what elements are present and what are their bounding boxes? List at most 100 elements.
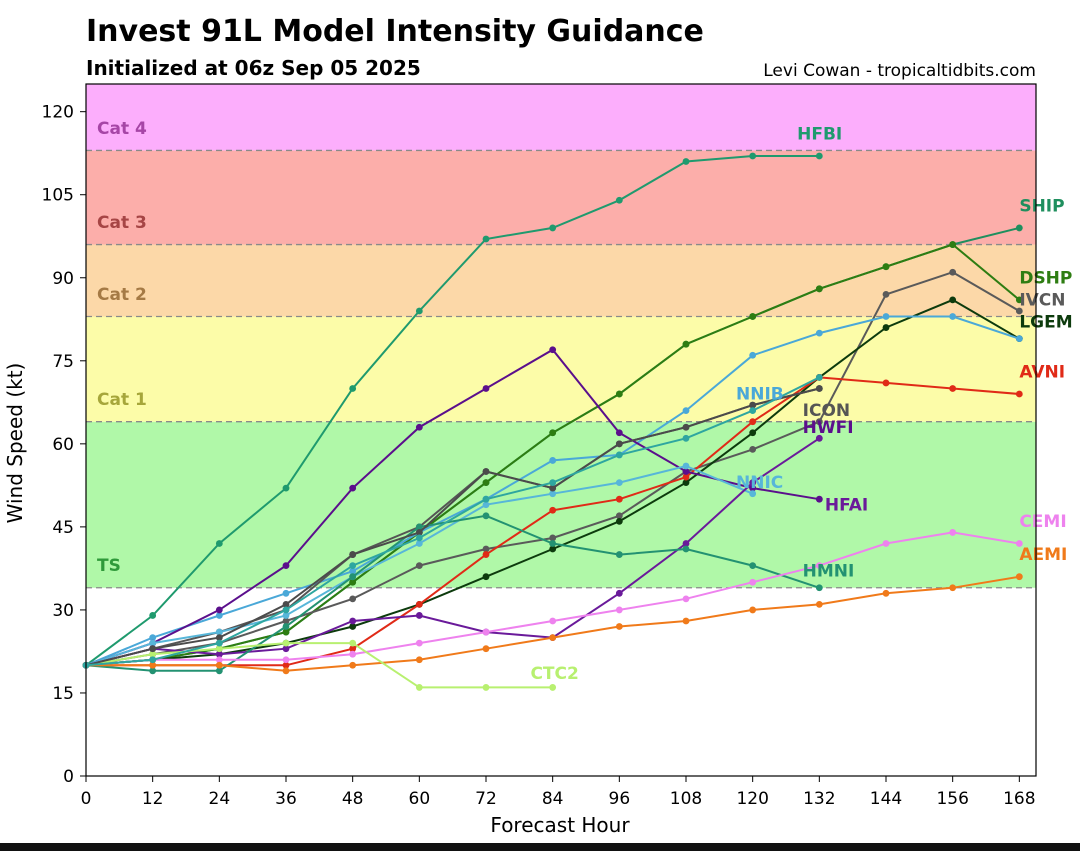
- data-point-CEMI: [482, 628, 490, 636]
- data-point-HMNI: [615, 551, 623, 558]
- series-line-HFAI: [85, 437, 820, 667]
- series-line-15: [85, 387, 820, 667]
- band-4: [86, 84, 1036, 151]
- data-point-CTC2: [549, 684, 557, 691]
- data-point-HWFI: [482, 385, 490, 392]
- data-point-NNIB: [149, 634, 157, 641]
- data-point-HMNI: [349, 573, 357, 581]
- x-tick-label: 96: [609, 789, 631, 809]
- chart-subtitle: Initialized at 06z Sep 05 2025: [86, 56, 421, 80]
- data-point-IVCN: [1015, 307, 1023, 315]
- band-label-2: Cat 2: [97, 285, 147, 305]
- data-point-NNIC: [482, 501, 490, 509]
- band-0: [86, 421, 1036, 588]
- data-point-CEMI: [1015, 540, 1023, 547]
- chart-credit: Levi Cowan - tropicaltidbits.com: [763, 61, 1036, 81]
- series-label-IVCN: IVCN: [1019, 290, 1065, 310]
- x-tick-label: 24: [209, 789, 231, 809]
- x-tick-label: 72: [475, 789, 497, 809]
- series-label-NNIB: NNIB: [736, 385, 784, 405]
- data-point-AVNI: [415, 600, 423, 608]
- data-point-DSHP: [682, 340, 690, 348]
- data-point-LGEM: [949, 296, 957, 304]
- data-point-16: [215, 639, 223, 647]
- data-point-AEMI: [349, 661, 357, 669]
- data-point-HMNI: [815, 584, 823, 592]
- data-point-AVNI: [549, 506, 557, 514]
- data-point-HMNI: [482, 512, 490, 520]
- data-point-IVCN: [615, 512, 623, 520]
- series-label-AEMI: AEMI: [1019, 545, 1067, 565]
- data-point-DSHP: [482, 479, 490, 486]
- data-point-15: [615, 440, 623, 448]
- data-point-AEMI: [682, 617, 690, 625]
- data-point-CEMI: [415, 639, 423, 647]
- series-label-HWFI: HWFI: [803, 418, 854, 438]
- data-point-AEMI: [615, 623, 623, 630]
- data-point-NNIB: [882, 313, 890, 320]
- series-label-CEMI: CEMI: [1019, 512, 1066, 532]
- x-tick-label: 48: [342, 789, 364, 809]
- series-label-HFAI: HFAI: [825, 495, 868, 515]
- data-point-CTC2: [215, 645, 223, 653]
- data-point-AVNI: [682, 473, 690, 481]
- data-point-LGEM: [882, 324, 890, 331]
- data-point-15: [815, 385, 823, 392]
- series-label-CTC2: CTC2: [530, 664, 578, 684]
- x-tick-label: 144: [870, 789, 902, 809]
- data-point-HFAI: [215, 650, 223, 658]
- data-point-IVCN: [882, 290, 890, 298]
- data-point-16: [349, 562, 357, 570]
- data-point-AVNI: [282, 661, 290, 669]
- data-point-DSHP: [882, 263, 890, 271]
- data-point-16: [415, 534, 423, 542]
- data-point-AEMI: [949, 584, 957, 592]
- data-point-HFBI: [815, 152, 823, 160]
- y-tick-label: 90: [52, 269, 74, 289]
- data-point-NNIB: [682, 407, 690, 415]
- data-point-IVCN: [349, 595, 357, 603]
- band-3: [86, 150, 1036, 245]
- series-label-LGEM: LGEM: [1019, 313, 1072, 333]
- data-point-NNIC: [215, 628, 223, 636]
- series-label-HMNI: HMNI: [803, 562, 855, 582]
- data-point-15: [749, 401, 757, 409]
- series-label-AVNI: AVNI: [1019, 362, 1065, 382]
- data-point-NNIB: [282, 589, 290, 597]
- data-point-HFBI: [215, 540, 223, 547]
- data-point-HFAI: [415, 612, 423, 619]
- data-point-AEMI: [415, 656, 423, 664]
- band-1: [86, 316, 1036, 422]
- data-point-16: [749, 407, 757, 415]
- series-line-16: [85, 376, 820, 667]
- data-point-NNIB: [549, 457, 557, 464]
- series-line-HMNI: [85, 514, 820, 672]
- y-tick-label: 105: [42, 186, 74, 206]
- data-point-CEMI: [815, 562, 823, 570]
- data-point-15: [215, 634, 223, 641]
- data-point-DSHP: [549, 429, 557, 437]
- data-point-15: [549, 484, 557, 492]
- data-point-DSHP: [615, 390, 623, 398]
- data-point-CEMI: [882, 540, 890, 547]
- data-point-16: [282, 606, 290, 614]
- data-point-HMNI: [415, 523, 423, 531]
- data-point-LGEM: [349, 623, 357, 630]
- data-point-HWFI: [682, 468, 690, 475]
- data-point-NNIB: [815, 329, 823, 337]
- data-point-CEMI: [215, 656, 223, 664]
- data-point-NNIC: [149, 639, 157, 647]
- data-point-HFBI: [615, 196, 623, 204]
- data-point-NNIC: [682, 462, 690, 470]
- series-label-HFBI: HFBI: [797, 124, 842, 144]
- data-point-NNIC: [615, 479, 623, 486]
- data-point-15: [149, 645, 157, 653]
- data-point-AEMI: [749, 606, 757, 614]
- data-point-HMNI: [149, 667, 157, 675]
- data-point-CEMI: [615, 606, 623, 614]
- data-point-AEMI: [482, 645, 490, 653]
- data-point-16: [815, 374, 823, 381]
- data-point-CTC2: [349, 639, 357, 647]
- data-point-NNIC: [415, 540, 423, 547]
